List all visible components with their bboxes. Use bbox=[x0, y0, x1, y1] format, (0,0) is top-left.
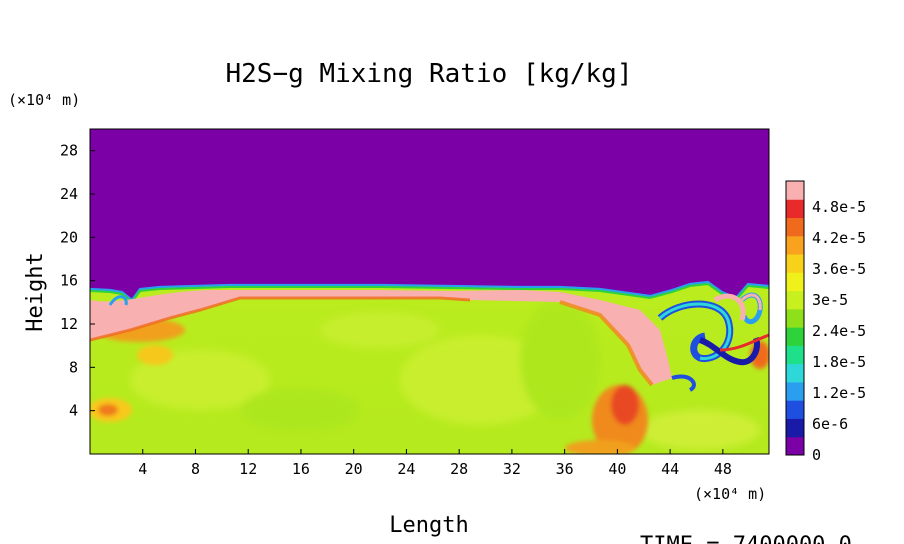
colorbar-swatch bbox=[786, 217, 804, 237]
time-readout: TIME = 7400000.0 bbox=[640, 533, 852, 544]
colorbar-label: 3e-5 bbox=[812, 291, 848, 309]
y-tick-label: 24 bbox=[60, 185, 78, 203]
y-axis-unit: (×10⁴ m) bbox=[8, 91, 80, 109]
y-axis-ticks: 4 8 12 16 20 24 28 bbox=[60, 142, 95, 420]
colorbar-swatch bbox=[786, 181, 804, 200]
colorbar-swatch bbox=[786, 400, 804, 419]
colorbar-frame bbox=[785, 180, 805, 456]
colorbar-label: 4.8e-5 bbox=[812, 198, 866, 216]
colorbar-swatch bbox=[786, 345, 804, 365]
x-tick-label: 28 bbox=[450, 460, 468, 478]
x-tick-label: 32 bbox=[503, 460, 521, 478]
colorbar-label: 0 bbox=[812, 446, 821, 464]
x-tick-label: 48 bbox=[714, 460, 732, 478]
y-tick-label: 8 bbox=[69, 358, 78, 376]
y-tick-label: 20 bbox=[60, 228, 78, 246]
colorbar-swatch bbox=[786, 327, 804, 346]
colorbar-label: 4.2e-5 bbox=[812, 229, 866, 247]
chart-title: H2S−g Mixing Ratio [kg/kg] bbox=[226, 59, 633, 89]
colorbar-swatch bbox=[786, 381, 804, 401]
y-tick-label: 4 bbox=[69, 402, 78, 420]
colorbar-label: 1.2e-5 bbox=[812, 384, 866, 402]
y-axis-label: Height bbox=[23, 252, 48, 331]
x-tick-label: 12 bbox=[239, 460, 257, 478]
colorbar-swatch bbox=[786, 272, 804, 292]
colorbar-swatch bbox=[786, 199, 804, 219]
colorbar: 0 6e-6 1.2e-5 1.8e-5 2.4e-5 3e-5 3.6e-5 4.2e-5 4… bbox=[785, 180, 866, 464]
plot-frame bbox=[89, 128, 770, 455]
colorbar-swatch bbox=[786, 363, 804, 383]
x-tick-label: 44 bbox=[661, 460, 679, 478]
y-tick-label: 28 bbox=[60, 142, 78, 160]
x-tick-label: 8 bbox=[191, 460, 200, 478]
x-axis-label: Length bbox=[389, 513, 468, 538]
colorbar-label: 6e-6 bbox=[812, 415, 848, 433]
colorbar-swatch bbox=[786, 290, 804, 310]
x-axis-unit: (×10⁴ m) bbox=[694, 485, 766, 503]
x-axis-ticks: 4 8 12 16 20 24 28 32 36 40 44 48 bbox=[138, 449, 732, 478]
x-tick-label: 20 bbox=[345, 460, 363, 478]
x-tick-label: 24 bbox=[397, 460, 415, 478]
colorbar-swatch bbox=[786, 308, 804, 328]
y-tick-label: 16 bbox=[60, 272, 78, 290]
x-tick-label: 36 bbox=[556, 460, 574, 478]
x-tick-label: 40 bbox=[608, 460, 626, 478]
x-tick-label: 16 bbox=[292, 460, 310, 478]
heatmap-field bbox=[90, 129, 769, 454]
x-tick-label: 4 bbox=[138, 460, 147, 478]
colorbar-label: 1.8e-5 bbox=[812, 353, 866, 371]
colorbar-swatch bbox=[786, 235, 804, 255]
colorbar-label: 3.6e-5 bbox=[812, 260, 866, 278]
colorbar-swatch bbox=[786, 436, 804, 456]
colorbar-label: 2.4e-5 bbox=[812, 322, 866, 340]
colorbar-swatch bbox=[786, 418, 804, 438]
y-tick-label: 12 bbox=[60, 315, 78, 333]
colorbar-swatch bbox=[786, 254, 804, 273]
